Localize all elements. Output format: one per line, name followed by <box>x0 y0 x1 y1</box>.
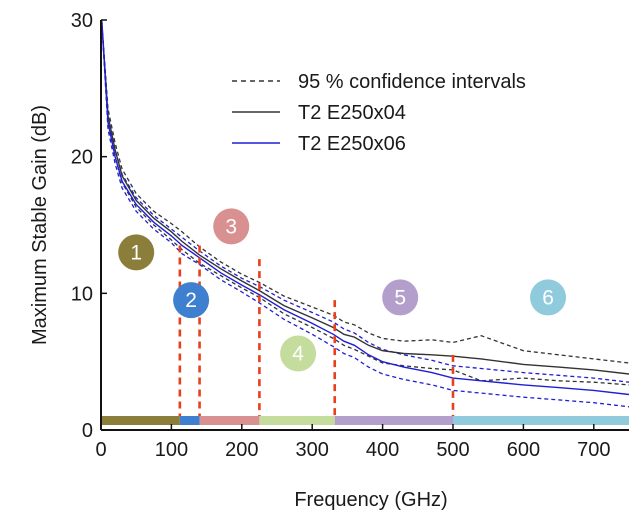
ci-upper-t2-e250x06 <box>101 19 629 383</box>
x-tick-label-200: 200 <box>225 439 258 461</box>
confidence-intervals <box>101 19 629 408</box>
x-axis-title: Frequency (GHz) <box>294 489 447 511</box>
legend-label-e250x06: T2 E250x06 <box>298 133 406 155</box>
axis-ticks: 0 100 200 300 400 500 600 700 0 10 20 30 <box>71 10 611 461</box>
region-badges: 1 2 3 4 5 6 <box>118 208 567 372</box>
x-tick-label-400: 400 <box>366 439 399 461</box>
region-bar-5 <box>334 416 453 425</box>
y-tick-label-20: 20 <box>71 147 93 169</box>
x-tick-label-100: 100 <box>155 439 188 461</box>
ci-lower-t2-e250x04 <box>101 19 629 386</box>
region-badge-label-5: 5 <box>394 286 406 309</box>
ci-lower-t2-e250x06 <box>101 19 629 408</box>
legend-label-ci: 95 % confidence intervals <box>298 71 526 93</box>
x-tick-label-600: 600 <box>507 439 540 461</box>
series-line-t2-e250x06 <box>101 19 629 396</box>
region-badge-label-4: 4 <box>292 342 304 365</box>
region-badge-label-6: 6 <box>542 286 554 309</box>
region-bar-1 <box>101 416 180 425</box>
y-tick-label-30: 30 <box>71 10 93 32</box>
region-badge-3 <box>213 208 250 245</box>
y-tick-label-0: 0 <box>82 420 93 442</box>
region-badge-label-2: 2 <box>185 289 197 312</box>
y-tick-label-10: 10 <box>71 283 93 305</box>
series-line-t2-e250x04 <box>101 19 629 375</box>
region-badge-5 <box>382 279 419 316</box>
region-badge-6 <box>530 279 567 316</box>
region-badge-1 <box>118 234 155 271</box>
legend: 95 % confidence intervals T2 E250x04 T2 … <box>232 71 526 155</box>
region-bars <box>101 416 629 425</box>
legend-label-e250x04: T2 E250x04 <box>298 102 406 124</box>
x-tick-label-700: 700 <box>577 439 610 461</box>
data-series <box>101 19 629 396</box>
x-tick-label-0: 0 <box>95 439 106 461</box>
x-tick-label-300: 300 <box>296 439 329 461</box>
x-tick-label-500: 500 <box>436 439 469 461</box>
y-axis-title: Maximum Stable Gain (dB) <box>29 105 51 345</box>
region-badge-label-3: 3 <box>225 215 237 238</box>
region-bar-3 <box>199 416 260 425</box>
region-boundaries <box>178 245 455 416</box>
axes <box>100 20 629 431</box>
region-bar-2 <box>179 416 200 425</box>
region-badge-2 <box>173 282 210 319</box>
region-bar-6 <box>453 416 629 425</box>
region-badge-4 <box>280 335 317 372</box>
region-badge-label-1: 1 <box>130 241 142 264</box>
region-bar-4 <box>259 416 335 425</box>
